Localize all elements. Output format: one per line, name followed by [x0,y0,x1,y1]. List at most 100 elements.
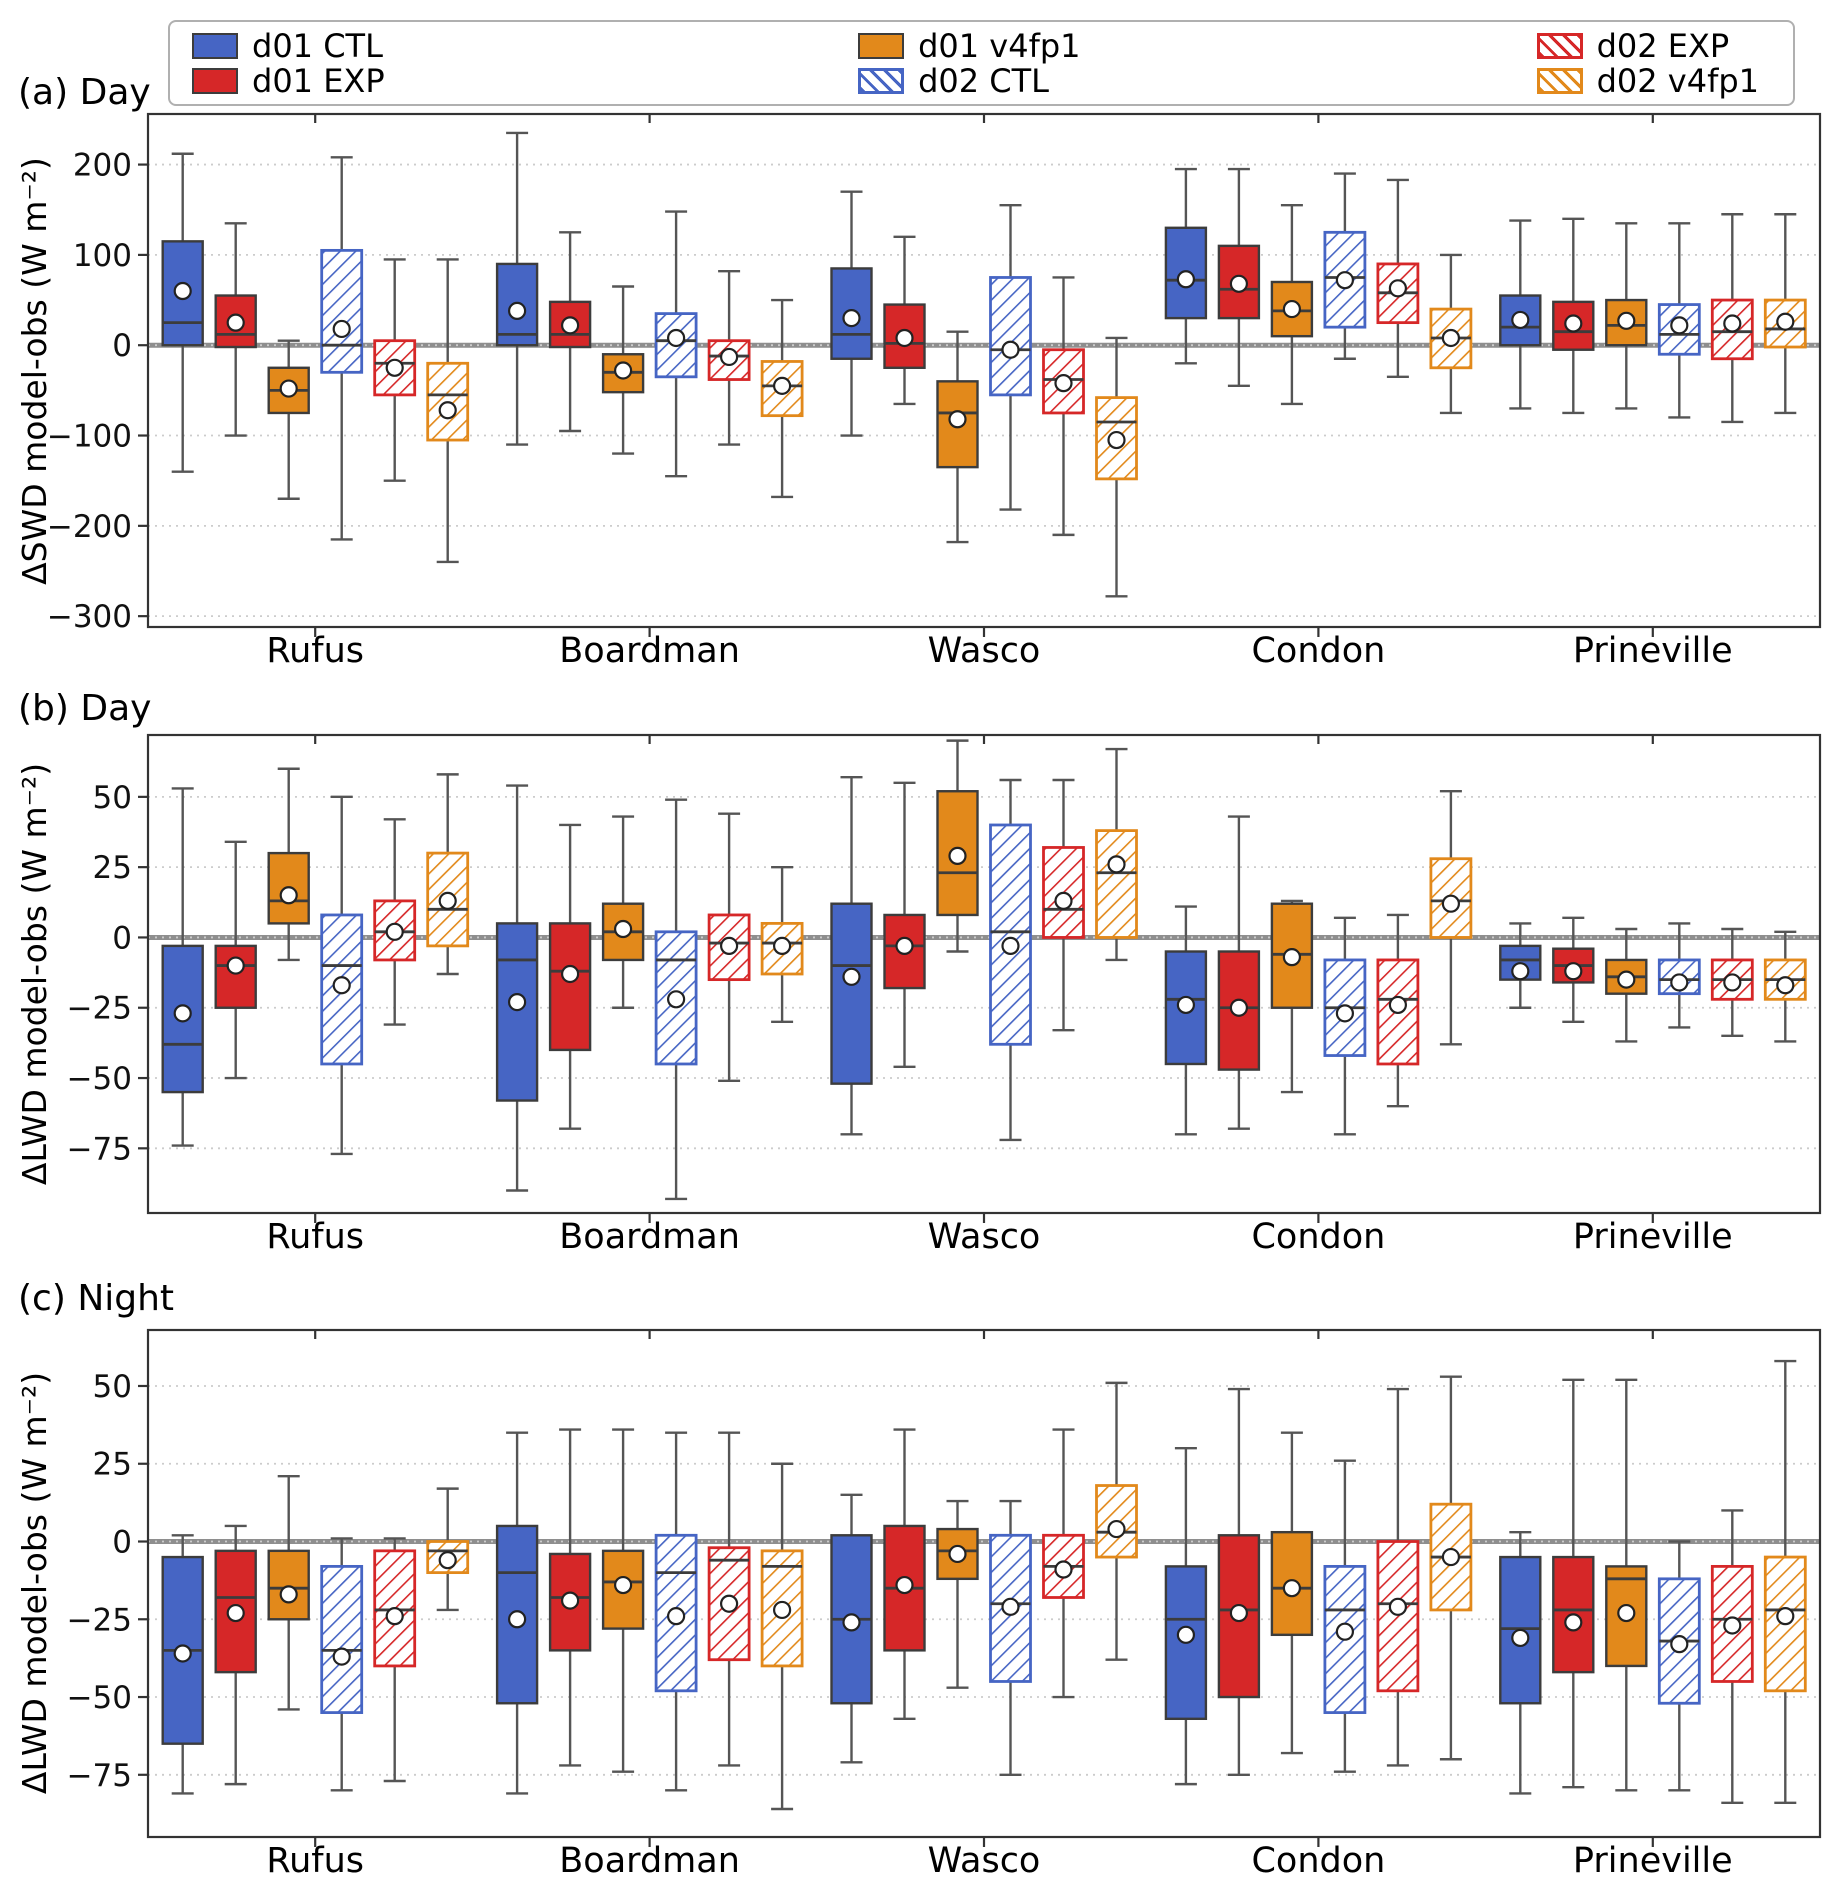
mean-marker [385,358,404,377]
y-tick-label: −25 [67,1602,132,1638]
mean-marker [1723,314,1742,333]
mean-marker [666,328,686,348]
legend-label-d02-ctl: d02 CTL [918,61,1049,100]
legend-label-d01-exp: d01 EXP [252,61,385,100]
mean-marker [560,1591,580,1610]
mean-marker [1176,995,1196,1015]
mean-marker [719,936,739,955]
box [1376,1540,1420,1693]
mean-marker [226,313,245,332]
mean-marker [1670,316,1689,335]
panel-a-plot: 200 100 0 −100 −200 −300 Rufus Boardman Wasco Con… [47,112,1822,671]
box [1164,1565,1208,1721]
mean-marker [613,361,633,380]
mean-marker [1229,998,1249,1017]
y-tick-label: −75 [67,1131,132,1167]
legend-swatch-d01-v4fp1 [858,32,905,59]
mean-marker [895,1575,914,1595]
mean-marker [1441,328,1461,348]
mean-marker [1388,279,1408,298]
mean-marker [772,1600,792,1620]
box [989,276,1032,397]
mean-marker [842,1613,861,1632]
mean-marker [1229,1603,1249,1623]
panel-c-plot: 50 25 0 −25 −50 −75 Rufus Boardman Wasco Condon Pr… [67,1328,1822,1881]
box [1095,829,1138,939]
category-label: Condon [1251,631,1385,671]
y-tick-label: 25 [93,850,132,886]
plot-border [146,733,1822,1215]
mean-marker [1617,311,1636,330]
mean-marker [1776,976,1795,995]
box [495,922,539,1102]
mean-marker [1282,299,1302,319]
category-label: Rufus [266,1217,364,1256]
box [214,944,257,1009]
mean-marker [1335,1004,1355,1023]
mean-marker [1670,1635,1689,1654]
mean-marker [279,1585,298,1604]
mean-marker [560,964,580,984]
legend-swatch-d01-exp [192,67,238,94]
mean-marker [948,846,967,866]
mean-marker [1511,1628,1530,1648]
mean-marker [1229,274,1249,293]
mean-marker [385,1607,404,1626]
mean-marker [173,1004,192,1023]
box [883,913,926,990]
mean-marker [226,956,245,975]
category-label: Wasco [928,631,1041,671]
mean-marker [507,1610,527,1629]
legend-item-d01-exp: d01 EXP [192,65,402,97]
plot-border [146,1328,1822,1839]
mean-marker [842,309,861,328]
y-tick-label: −300 [47,599,132,635]
mean-marker [666,1607,686,1626]
mean-marker [1054,891,1073,910]
mean-marker [772,376,792,395]
box [320,248,364,374]
mean-marker [948,1544,967,1564]
mean-marker [1107,1519,1126,1539]
y-tick-label: 50 [93,1369,132,1405]
category-label: Boardman [559,1841,740,1881]
box [830,902,873,1085]
mean-marker [1001,340,1020,359]
mean-marker [1054,1560,1073,1579]
mean-marker [948,410,967,429]
legend-label-d02-v4fp1: d02 v4fp1 [1596,61,1759,100]
panel-b-title: (b) Day [18,688,152,729]
category-label: Wasco [928,1841,1041,1881]
mean-marker [1776,1607,1795,1626]
mean-marker [438,401,457,420]
category-label: Wasco [928,1217,1041,1256]
legend-label-d01-ctl: d01 CTL [252,26,383,65]
y-tick-label: 0 [112,1525,132,1561]
mean-marker [438,891,457,910]
box [1042,348,1085,415]
legend-label-d01-v4fp1: d01 v4fp1 [918,26,1081,65]
y-tick-label: −25 [67,991,132,1027]
box [267,1549,310,1621]
category-label: Rufus [266,631,364,671]
y-tick-label: 0 [112,328,132,364]
mean-marker [226,1603,245,1623]
mean-marker [279,886,298,905]
legend-item-d02-exp: d02 EXP [1536,30,1759,62]
mean-marker [1054,374,1073,393]
mean-marker [772,936,792,955]
category-label: Boardman [559,631,740,671]
box [1710,1564,1754,1683]
mean-marker [1001,1597,1020,1616]
y-tick-label: 200 [73,148,132,184]
box [989,823,1032,1046]
y-tick-label: 25 [93,1447,132,1483]
mean-marker [1723,1616,1742,1635]
category-label: Condon [1251,1841,1385,1881]
box [601,1549,645,1630]
mean-marker [1388,1597,1408,1616]
legend-swatch-d01-ctl [192,32,238,59]
mean-marker [1564,962,1583,981]
mean-marker [1107,430,1126,450]
